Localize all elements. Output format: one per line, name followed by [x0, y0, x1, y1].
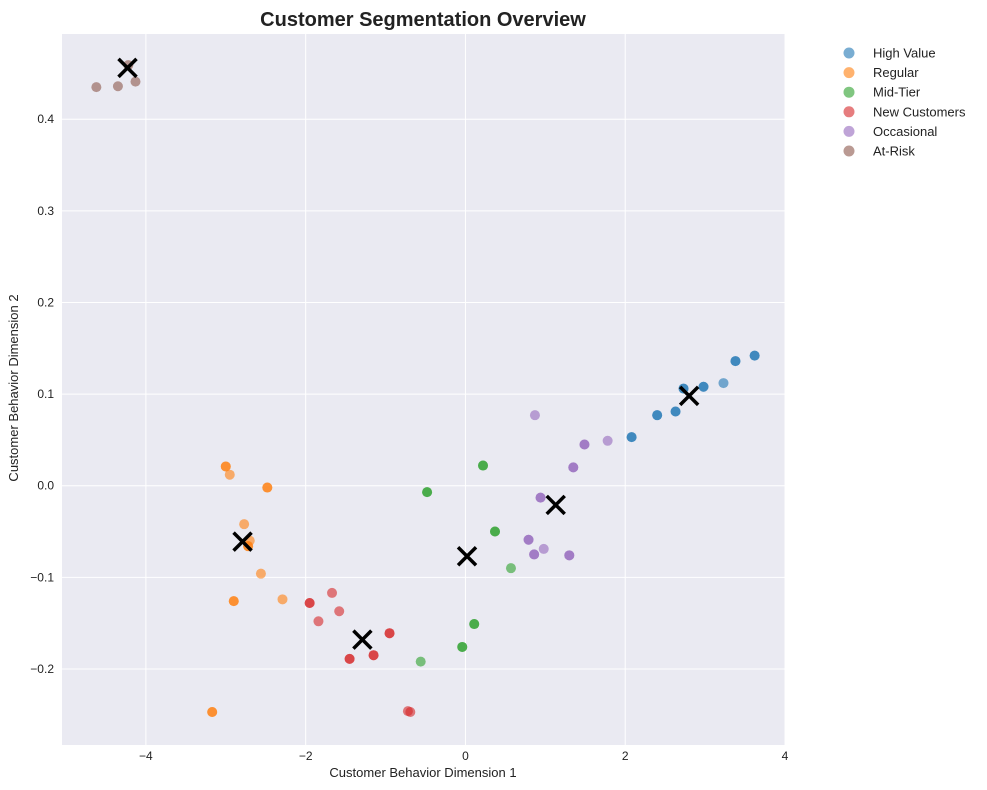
- x-tick-label: 2: [622, 749, 629, 763]
- legend-marker: [843, 86, 855, 98]
- data-point: [478, 460, 489, 471]
- grid: [62, 34, 786, 745]
- data-point: [718, 378, 729, 389]
- x-tick-label: 0: [462, 749, 469, 763]
- centroid-marker: [678, 385, 700, 407]
- data-point: [698, 381, 709, 392]
- data-point: [568, 462, 579, 473]
- x-tick-label: −4: [139, 749, 153, 763]
- data-point: [535, 492, 546, 503]
- plot-background: [62, 34, 785, 745]
- centroid-marker: [352, 629, 373, 650]
- y-tick-label: 0.1: [37, 387, 54, 401]
- y-axis-label: Customer Behavior Dimension 2: [6, 294, 21, 481]
- legend-label: Regular: [873, 65, 919, 80]
- data-point: [262, 482, 273, 493]
- data-point: [490, 526, 501, 537]
- data-point: [228, 596, 239, 607]
- data-point: [505, 563, 516, 574]
- centroid-marker: [232, 531, 253, 552]
- data-point: [255, 568, 266, 579]
- legend-marker: [843, 106, 855, 118]
- centroid-markers: [117, 57, 700, 650]
- data-point: [224, 469, 235, 480]
- data-point: [422, 487, 433, 498]
- data-point: [334, 606, 345, 617]
- data-point: [469, 619, 480, 630]
- data-point: [730, 356, 741, 367]
- data-point: [529, 410, 540, 421]
- legend-marker: [843, 47, 855, 59]
- x-axis-label: Customer Behavior Dimension 1: [329, 765, 516, 780]
- data-point: [304, 597, 315, 608]
- data-point: [239, 519, 250, 530]
- data-point: [523, 534, 534, 545]
- legend-marker: [843, 145, 855, 157]
- data-point: [313, 616, 324, 627]
- data-point: [384, 628, 395, 639]
- y-tick-label: 0.4: [37, 112, 54, 126]
- legend-label: Occasional: [873, 124, 937, 139]
- legend-label: At-Risk: [873, 144, 915, 159]
- legend-marker: [843, 67, 855, 79]
- data-point: [402, 706, 413, 717]
- data-point: [112, 81, 123, 92]
- legend-marker: [843, 125, 855, 137]
- data-point: [652, 410, 663, 421]
- x-tick-label: −2: [299, 749, 313, 763]
- y-tick-label: 0.0: [37, 479, 54, 493]
- data-point: [327, 587, 338, 598]
- y-tick-label: −0.1: [30, 570, 54, 584]
- data-point: [368, 650, 379, 661]
- data-point: [130, 76, 141, 87]
- chart-title: Customer Segmentation Overview: [260, 9, 586, 31]
- series-high-value: [626, 350, 760, 443]
- y-tick-label: 0.2: [37, 295, 54, 309]
- x-tick-labels: −4 −2 0 2 4: [139, 749, 789, 763]
- data-points: [91, 60, 760, 718]
- x-tick-label: 4: [782, 749, 789, 763]
- data-point: [344, 653, 355, 664]
- y-tick-label: −0.2: [30, 662, 54, 676]
- data-point: [220, 461, 231, 472]
- data-point: [91, 82, 102, 93]
- data-point: [538, 543, 549, 554]
- y-tick-label: 0.3: [37, 204, 54, 218]
- data-point: [670, 406, 681, 417]
- series-occasional: [523, 410, 613, 561]
- data-point: [564, 550, 575, 561]
- legend-label: High Value: [873, 46, 936, 61]
- data-point: [529, 549, 540, 560]
- data-point: [602, 435, 613, 446]
- legend: High Value Regular Mid-Tier New Customers Oc…: [843, 46, 966, 159]
- data-point: [749, 350, 760, 361]
- data-point: [277, 594, 288, 605]
- data-point: [626, 432, 637, 443]
- centroid-marker: [117, 57, 138, 79]
- centroid-marker: [545, 494, 566, 516]
- legend-label: New Customers: [873, 104, 966, 119]
- y-tick-labels: −0.2 −0.1 0.0 0.1 0.2 0.3 0.4: [30, 112, 54, 676]
- data-point: [207, 707, 218, 718]
- data-point: [457, 641, 468, 652]
- legend-label: Mid-Tier: [873, 85, 921, 100]
- series-mid-tier: [415, 460, 516, 667]
- data-point: [415, 656, 426, 667]
- series-new-customers: [304, 587, 416, 718]
- centroid-marker: [456, 546, 478, 567]
- data-point: [579, 439, 590, 450]
